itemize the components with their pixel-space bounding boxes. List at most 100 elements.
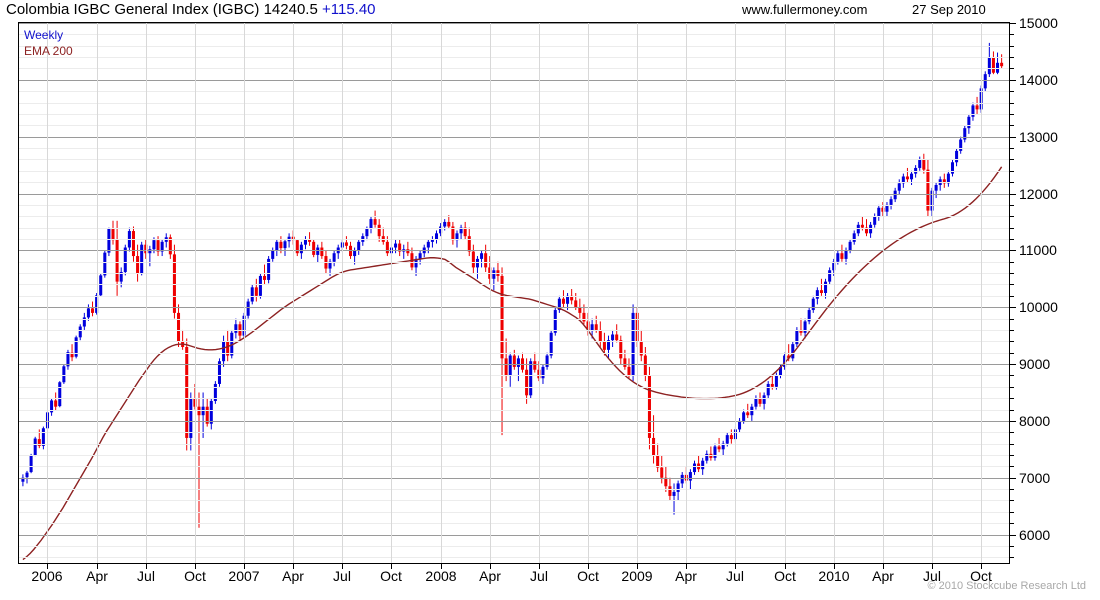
vertical-gridline-Jul [735, 23, 736, 563]
y-tick-minor [1010, 182, 1014, 183]
candle-down [668, 486, 672, 496]
candle-up [332, 253, 336, 262]
gridline-12000 [18, 194, 1009, 195]
y-tick-minor [1010, 239, 1014, 240]
vertical-gridline-Oct [588, 23, 589, 563]
chart-header: Colombia IGBC General Index (IGBC) 14240… [0, 0, 1100, 22]
candle-up [140, 244, 144, 274]
x-axis-label-2010: 2010 [818, 568, 850, 584]
candle-up [492, 270, 496, 279]
minor-gridline [18, 91, 1009, 92]
candle-up [946, 173, 950, 184]
candle-down [905, 176, 909, 180]
candle-up [889, 199, 893, 205]
minor-gridline [18, 103, 1009, 104]
candle-down [819, 290, 823, 293]
chart-date: 27 Sep 2010 [912, 2, 986, 17]
x-tick [441, 564, 442, 569]
y-tick-minor [1010, 375, 1014, 376]
x-axis-label-Oct: Oct [184, 568, 206, 584]
y-tick-15000 [1010, 23, 1016, 24]
candle-down [308, 239, 312, 242]
candle-up [357, 241, 361, 251]
candle-down [627, 366, 631, 376]
candle-up [160, 241, 164, 252]
candle-up [394, 243, 398, 248]
candle-up [222, 341, 226, 362]
legend-weekly-label: Weekly [24, 28, 64, 42]
candle-up [275, 241, 279, 251]
minor-gridline [18, 34, 1009, 35]
candle-up [856, 224, 860, 234]
candle-up [414, 258, 418, 268]
x-axis-label-Jul: Jul [726, 568, 744, 584]
candle-up [82, 317, 86, 327]
x-tick [490, 564, 491, 569]
minor-gridline [18, 557, 1009, 558]
minor-gridline [18, 410, 1009, 411]
candle-up [914, 167, 918, 174]
minor-gridline [18, 228, 1009, 229]
y-tick-minor [1010, 34, 1014, 35]
vertical-gridline-2009 [637, 23, 638, 563]
candle-up [725, 435, 729, 444]
vertical-gridline-Jul [342, 23, 343, 563]
candle-down [664, 477, 668, 487]
minor-gridline [18, 523, 1009, 524]
x-tick [97, 564, 98, 569]
candle-up [824, 281, 828, 293]
candle-up [123, 247, 127, 272]
source-website: www.fullermoney.com [742, 2, 868, 17]
candle-down [619, 340, 623, 359]
candle-up [566, 295, 570, 304]
minor-gridline [18, 273, 1009, 274]
candle-down [533, 361, 537, 370]
legend-ema-label: EMA 200 [24, 44, 73, 58]
y-tick-minor [1010, 455, 1014, 456]
vertical-gridline-Apr [883, 23, 884, 563]
minor-gridline [18, 319, 1009, 320]
candle-up [78, 326, 82, 338]
candle-up [189, 398, 193, 438]
candle-down [91, 308, 95, 313]
candle-down [463, 227, 467, 237]
vertical-gridline-2008 [441, 23, 442, 563]
candle-down [54, 400, 58, 407]
candle-up [844, 250, 848, 259]
candle-up [29, 455, 33, 473]
candle-down [471, 251, 475, 268]
y-axis-label-7000: 7000 [1019, 470, 1051, 486]
candle-down [561, 298, 565, 304]
candle-up [795, 329, 799, 345]
candle-down [623, 358, 627, 367]
minor-gridline [18, 375, 1009, 376]
minor-gridline [18, 171, 1009, 172]
candle-down [377, 224, 381, 237]
candle-down [647, 375, 651, 438]
candle-down [131, 231, 135, 257]
y-tick-minor [1010, 148, 1014, 149]
candle-down [926, 169, 930, 211]
candle-down [615, 334, 619, 341]
vertical-gridline-Apr [293, 23, 294, 563]
x-axis-label-Jul: Jul [923, 568, 941, 584]
minor-gridline [18, 444, 1009, 445]
y-tick-minor [1010, 68, 1014, 69]
x-axis-label-Jul: Jul [333, 568, 351, 584]
candle-up [62, 366, 66, 383]
y-tick-14000 [1010, 80, 1016, 81]
y-tick-minor [1010, 546, 1014, 547]
copyright-notice: © 2010 Stockcube Research Ltd [927, 580, 1086, 592]
x-axis-label-Jul: Jul [137, 568, 155, 584]
candle-down [991, 57, 995, 73]
candle-down [172, 254, 176, 313]
candle-up [283, 241, 287, 249]
candle-up [316, 247, 320, 255]
x-axis-label-Apr: Apr [675, 568, 697, 584]
candle-down [643, 355, 647, 376]
y-tick-minor [1010, 410, 1014, 411]
candle-up [774, 375, 778, 387]
minor-gridline [18, 159, 1009, 160]
instrument-title: Colombia IGBC General Index (IGBC) 14240… [6, 1, 318, 18]
